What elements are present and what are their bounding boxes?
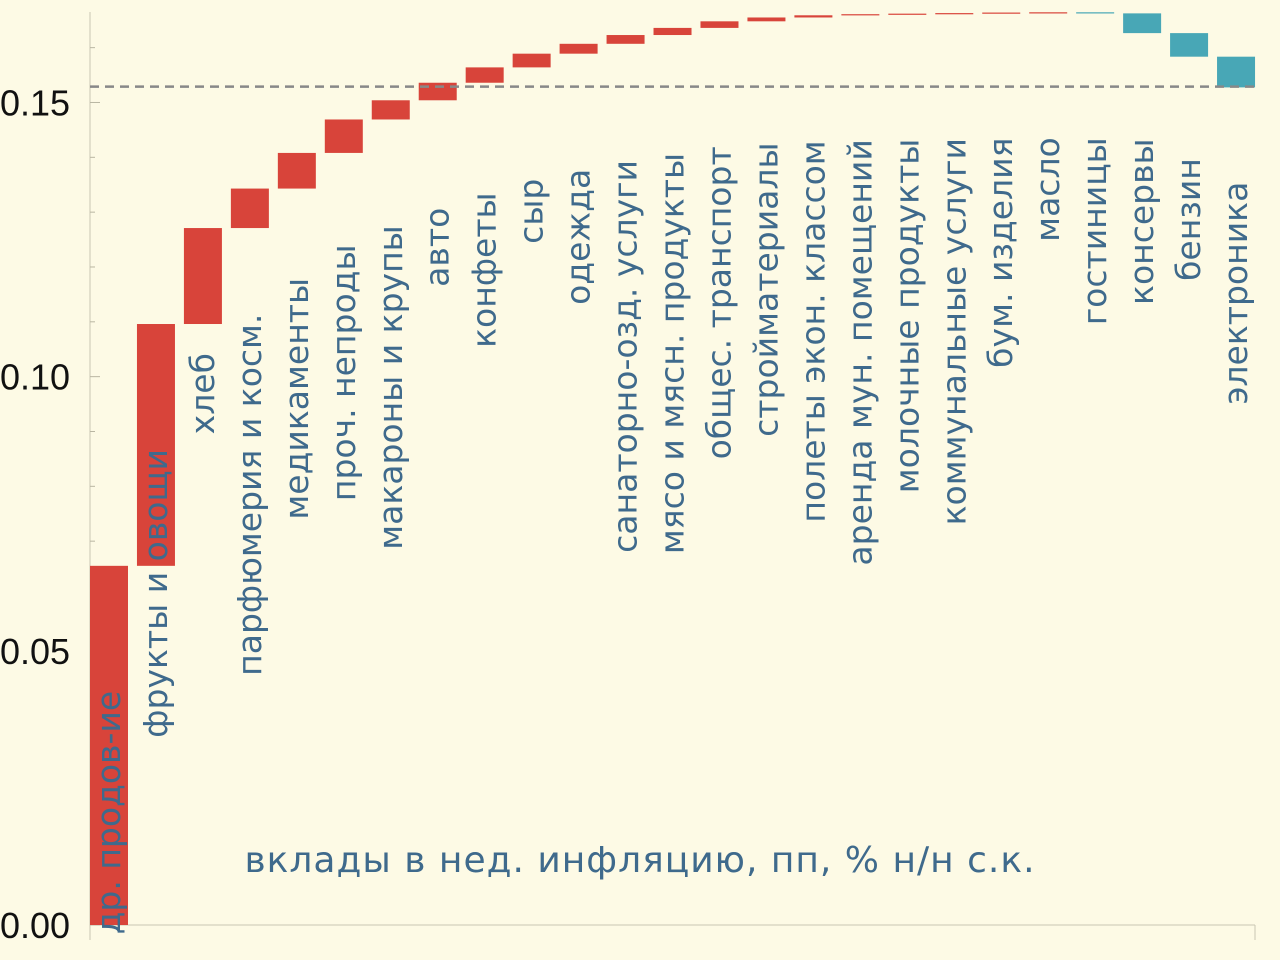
category-label: парфюмерия и косм. [230,314,269,676]
bar-22 [1076,12,1115,14]
bar-9 [465,67,504,83]
y-tick-label: 0.00 [0,905,70,946]
bar-10 [512,53,551,68]
category-label: проч. непроды [324,244,363,501]
category-label: аренда мун. помещений [840,139,879,565]
category-label: консервы [1122,138,1161,305]
y-tick-label: 0.15 [0,82,70,123]
chart-title: вклады в нед. инфляцию, пп, % н/н с.к. [244,840,1035,881]
category-label: сыр [512,179,551,244]
bar-25 [1217,56,1256,88]
category-label: бум. изделия [981,138,1020,368]
category-label: санаторно-озд. услуги [606,160,645,553]
bar-14 [700,21,739,28]
bar-15 [747,17,786,22]
category-label: медикаменты [277,278,316,520]
bar-1 [90,565,128,925]
bar-23 [1123,13,1162,34]
bar-11 [559,43,598,54]
bar-4 [230,188,269,229]
category-label: авто [418,208,457,287]
category-label: коммунальные услуги [934,138,973,525]
category-label: конфеты [465,192,504,348]
bar-12 [606,35,645,44]
bar-18 [888,13,927,15]
bar-19 [935,13,974,15]
bar-5 [277,152,316,189]
y-tick-label: 0.05 [0,631,70,672]
axes: 0.00 0.05 0.10 0.15 [0,12,1256,946]
category-label: электроника [1216,182,1255,405]
category-label: стройматериалы [746,142,785,436]
category-label: хлеб [183,353,222,434]
category-label: мясо и мясн. продукты [653,153,692,554]
bar-21 [1029,12,1068,14]
bar-3 [183,228,222,325]
category-label: общес. транспорт [699,146,738,459]
bar-16 [794,15,833,18]
y-tick-label: 0.10 [0,357,70,398]
bar-20 [982,12,1021,14]
bar-6 [324,119,363,153]
bar-7 [371,100,410,120]
bar-17 [841,14,880,16]
category-label: бензин [1169,158,1208,281]
category-label: молочные продукты [887,139,926,494]
bars [90,12,1256,925]
bar-13 [653,27,692,36]
category-label: гостиницы [1075,137,1114,325]
category-label: фрукты и овощи [136,449,175,738]
category-label: одежда [559,169,598,305]
category-label: макароны и крупы [371,225,410,550]
bar-2 [136,324,175,566]
category-label: др. продов-ие [89,691,128,935]
category-label: полеты экон. классом [793,140,832,522]
category-label: масло [1028,137,1067,242]
bar-24 [1170,33,1209,57]
